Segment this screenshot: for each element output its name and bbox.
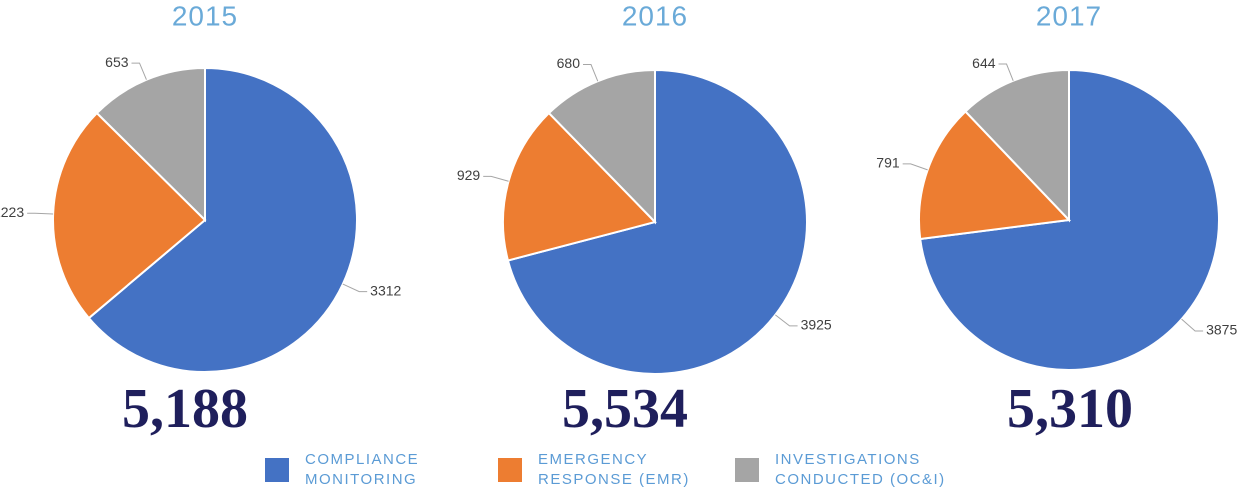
data-label: 644 [972,55,996,71]
data-label: 653 [105,54,129,70]
leader-line [775,314,798,327]
leader-line [998,63,1014,81]
data-label: 3875 [1206,322,1237,338]
total-label: 5,310 [1007,378,1133,440]
total-label: 5,534 [562,378,688,440]
pie-slice [502,111,657,262]
data-label: 929 [457,167,481,183]
legend-item: COMPLIANCE MONITORING [265,450,435,490]
data-label: 3925 [801,317,832,333]
legend-label: INVESTIGATIONS CONDUCTED (OC&I) [775,451,946,488]
legend-label: EMERGENCY RESPONSE (EMR) [538,451,690,488]
leader-line [131,62,147,80]
legend-swatch [265,458,289,482]
pie-title: 2017 [1036,0,1102,31]
data-label: 680 [557,55,581,71]
pie-title: 2015 [172,0,238,31]
pie-slice [87,66,358,373]
legend-item: EMERGENCY RESPONSE (EMR) [498,450,713,490]
data-label: 791 [876,155,900,171]
data-label: 3312 [370,282,401,298]
leader-line [342,283,368,293]
leader-line [902,163,928,171]
leader-line [582,64,599,82]
total-label: 5,188 [122,378,248,440]
legend-item: INVESTIGATIONS CONDUCTED (OC&I) [735,450,975,490]
pie-slice [547,68,656,225]
leader-line [1181,318,1204,332]
legend-label: COMPLIANCE MONITORING [305,451,420,488]
legend-swatch [498,458,522,482]
legend-swatch [735,458,759,482]
pie-title: 2016 [622,0,688,31]
data-label: 1223 [0,204,24,220]
leader-line [483,175,509,182]
leader-line [27,212,54,215]
